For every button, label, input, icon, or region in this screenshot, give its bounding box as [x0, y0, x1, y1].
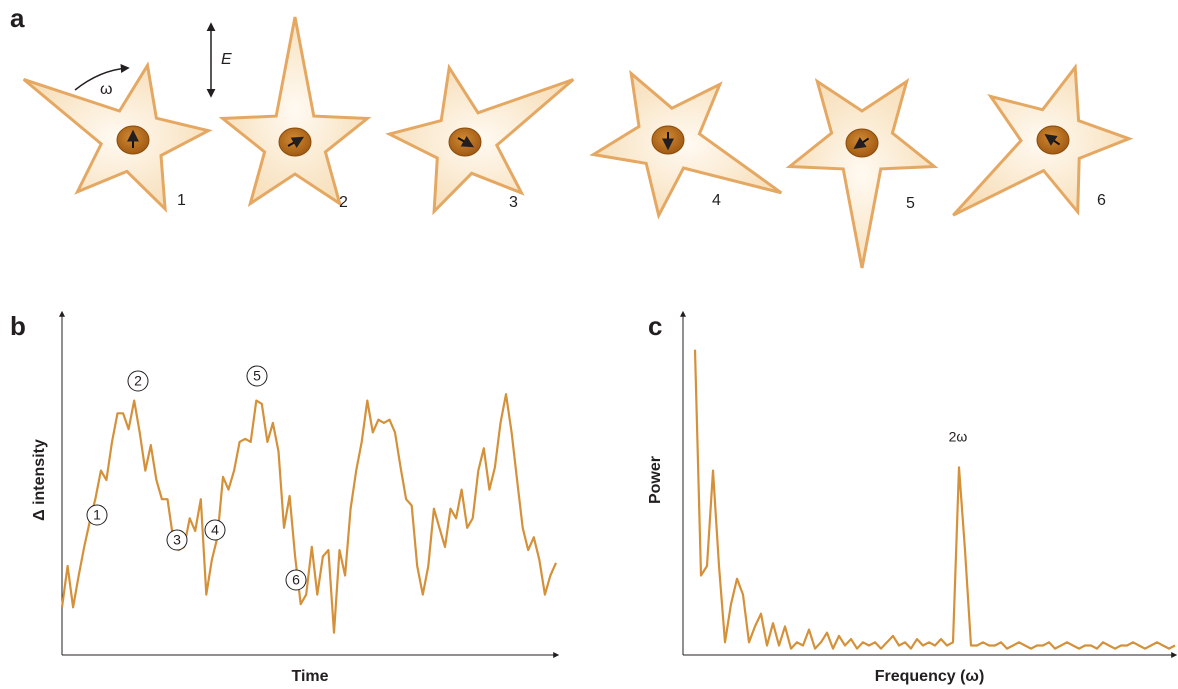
- panel-label: b: [10, 311, 26, 341]
- star-label: 1: [177, 192, 186, 209]
- annotation: 2: [134, 373, 142, 389]
- rotation-label: ω: [100, 81, 113, 98]
- star-label: 5: [906, 195, 915, 212]
- data-line: [62, 394, 556, 633]
- x-axis-title: Frequency (ω): [875, 668, 985, 685]
- star-label: 6: [1097, 192, 1106, 209]
- y-axis-title: Δ intensity: [31, 439, 48, 521]
- figure: a b c ω E 1 2 3 4 5 6 Time Δ intensity 1 2 3 4 5 6 Fr…: [0, 0, 1178, 689]
- star-label: 2: [339, 194, 348, 211]
- annotation: 2ω: [949, 429, 968, 445]
- y-axis-title: Power: [647, 456, 664, 504]
- panel-label: c: [648, 311, 662, 341]
- star-label: 3: [509, 194, 518, 211]
- star-label: 4: [712, 192, 721, 209]
- data-line: [695, 350, 1175, 649]
- star: [223, 17, 368, 204]
- panel-label: a: [10, 3, 25, 33]
- annotation: 5: [253, 368, 261, 384]
- star: [389, 68, 573, 212]
- annotation: 1: [93, 507, 101, 523]
- annotation: 4: [211, 522, 219, 538]
- star: [593, 74, 781, 216]
- annotation: 6: [292, 572, 300, 588]
- star: [790, 82, 935, 269]
- field-label: E: [221, 51, 232, 68]
- star: [24, 65, 209, 209]
- x-axis-title: Time: [291, 668, 328, 685]
- annotation: 3: [173, 532, 181, 548]
